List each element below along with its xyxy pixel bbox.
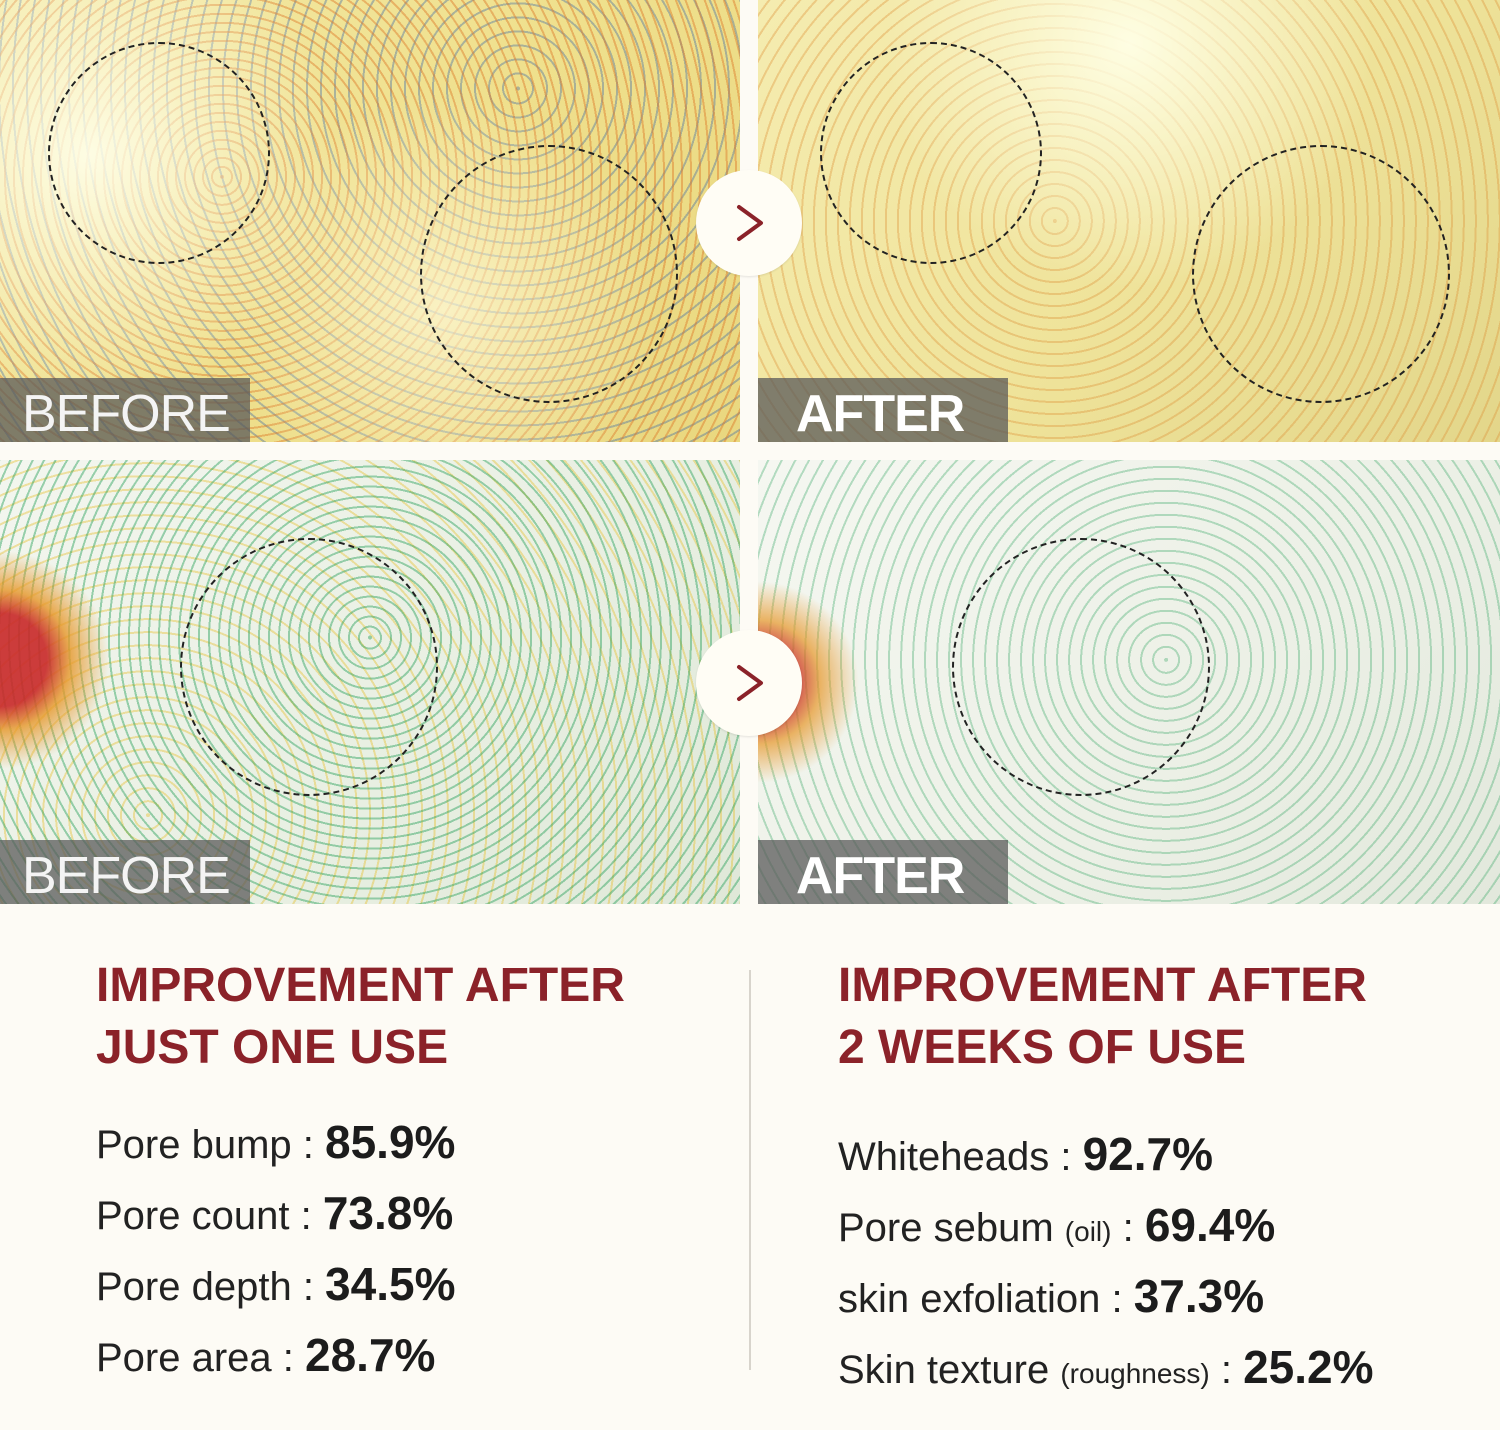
stat-item: Whiteheads : 92.7% <box>838 1128 1214 1180</box>
stat-item: Skin texture (roughness) : 25.2% <box>838 1341 1374 1393</box>
stat-list: Pore bump : 85.9% Pore count : 73.8% Por… <box>96 1107 716 1391</box>
after-label: AFTER <box>758 840 1008 904</box>
stat-item: Pore sebum (oil) : 69.4% <box>838 1199 1276 1251</box>
stat-item: skin exfoliation : 37.3% <box>838 1270 1265 1322</box>
highlight-circle <box>180 538 438 796</box>
before-image-bottom: BEFORE <box>0 460 740 904</box>
highlight-circle <box>48 42 270 264</box>
results-heading: IMPROVEMENT AFTER 2 WEEKS OF USE <box>838 959 1367 1074</box>
compare-arrow-top <box>696 170 802 276</box>
chevron-right-icon <box>737 205 763 241</box>
results-one-use: IMPROVEMENT AFTER JUST ONE USE Pore bump… <box>96 955 716 1391</box>
column-divider <box>749 970 751 1370</box>
chevron-right-icon <box>737 665 763 701</box>
stat-item: Pore count : 73.8% <box>96 1187 454 1239</box>
highlight-circle <box>952 538 1210 796</box>
before-image-top: BEFORE <box>0 0 740 442</box>
before-label: BEFORE <box>0 840 250 904</box>
highlight-circle <box>820 42 1042 264</box>
results-heading: IMPROVEMENT AFTER JUST ONE USE <box>96 959 625 1074</box>
stat-item: Pore bump : 85.9% <box>96 1116 456 1168</box>
highlight-circle <box>1192 145 1450 403</box>
after-label: AFTER <box>758 378 1008 442</box>
stat-item: Pore area : 28.7% <box>96 1329 436 1381</box>
after-image-top: AFTER <box>758 0 1500 442</box>
stat-item: Pore depth : 34.5% <box>96 1258 456 1310</box>
results-two-weeks: IMPROVEMENT AFTER 2 WEEKS OF USE Whitehe… <box>838 955 1478 1403</box>
compare-arrow-bottom <box>696 630 802 736</box>
stat-list: Whiteheads : 92.7% Pore sebum (oil) : 69… <box>838 1119 1478 1403</box>
before-label: BEFORE <box>0 378 250 442</box>
after-image-bottom: AFTER <box>758 460 1500 904</box>
highlight-circle <box>420 145 678 403</box>
